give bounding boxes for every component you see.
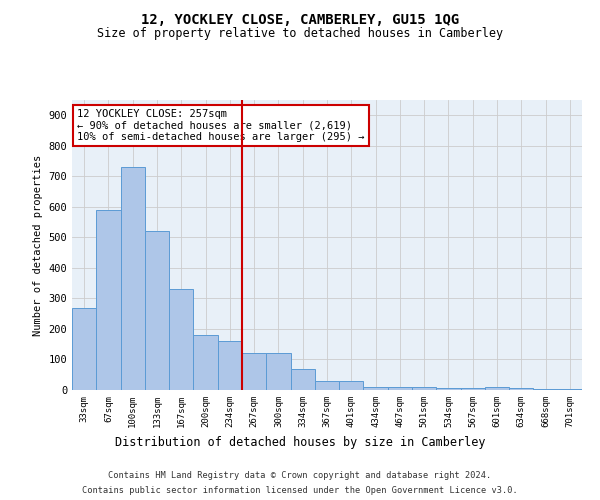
Bar: [436, 388, 461, 390]
Bar: [339, 381, 364, 390]
Bar: [266, 354, 290, 390]
Bar: [461, 388, 485, 390]
Bar: [121, 167, 145, 390]
Y-axis label: Number of detached properties: Number of detached properties: [33, 154, 43, 336]
Text: Contains public sector information licensed under the Open Government Licence v3: Contains public sector information licen…: [82, 486, 518, 495]
Text: Size of property relative to detached houses in Camberley: Size of property relative to detached ho…: [97, 28, 503, 40]
Bar: [315, 381, 339, 390]
Text: 12, YOCKLEY CLOSE, CAMBERLEY, GU15 1QG: 12, YOCKLEY CLOSE, CAMBERLEY, GU15 1QG: [141, 12, 459, 26]
Bar: [412, 387, 436, 390]
Bar: [218, 341, 242, 390]
Bar: [72, 308, 96, 390]
Text: Distribution of detached houses by size in Camberley: Distribution of detached houses by size …: [115, 436, 485, 449]
Bar: [290, 368, 315, 390]
Bar: [96, 210, 121, 390]
Bar: [485, 387, 509, 390]
Bar: [364, 387, 388, 390]
Bar: [193, 335, 218, 390]
Text: 12 YOCKLEY CLOSE: 257sqm
← 90% of detached houses are smaller (2,619)
10% of sem: 12 YOCKLEY CLOSE: 257sqm ← 90% of detach…: [77, 108, 365, 142]
Text: Contains HM Land Registry data © Crown copyright and database right 2024.: Contains HM Land Registry data © Crown c…: [109, 471, 491, 480]
Bar: [169, 290, 193, 390]
Bar: [509, 388, 533, 390]
Bar: [388, 387, 412, 390]
Bar: [145, 232, 169, 390]
Bar: [242, 354, 266, 390]
